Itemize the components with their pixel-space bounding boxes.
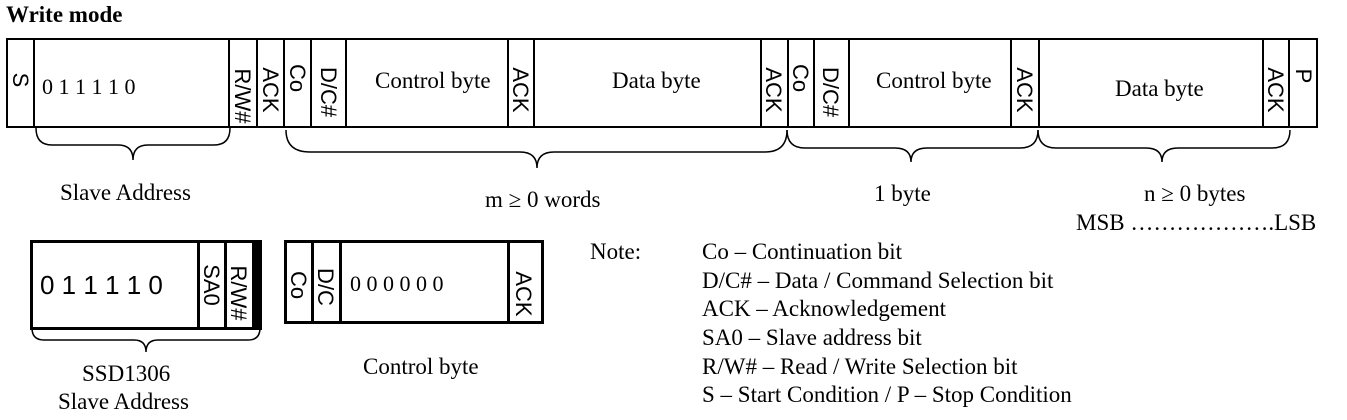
- slave-address-bits: 0 1 1 1 1 0: [40, 270, 163, 300]
- slave-address-caption: Slave Address: [60, 180, 191, 205]
- control-byte-caption: Control byte: [363, 354, 479, 379]
- note-item: R/W# – Read / Write Selection bit: [702, 354, 1018, 379]
- note-item: D/C# – Data / Command Selection bit: [702, 268, 1054, 293]
- sa0-label: SA0: [199, 264, 224, 306]
- ssd1306-caption-line2: Slave Address: [58, 389, 189, 414]
- write-frame: [6, 38, 1318, 128]
- control-bits: 0 0 0 0 0 0: [350, 271, 444, 296]
- note-item: Co – Continuation bit: [702, 239, 902, 264]
- one-byte-caption: 1 byte: [874, 181, 931, 206]
- address-bits: 0 1 1 1 1 0: [42, 74, 136, 99]
- n-bytes-caption: n ≥ 0 bytes: [1144, 181, 1246, 206]
- control-byte-label-1: Control byte: [375, 68, 491, 93]
- slave-rw-label: R/W#: [226, 265, 251, 321]
- note-item: ACK – Acknowledgement: [702, 296, 947, 321]
- control-co-label: Co: [286, 270, 311, 300]
- note-heading: Note:: [590, 239, 642, 264]
- slave-address-box: [30, 240, 262, 330]
- control-byte-box: [284, 240, 544, 324]
- data-byte-label-1: Data byte: [612, 68, 701, 93]
- control-ack-label: ACK: [511, 271, 536, 317]
- diagram-title: Write mode: [6, 2, 123, 27]
- m-words-caption: m ≥ 0 words: [485, 187, 601, 212]
- msb-lsb-caption: MSB ……………….LSB: [1076, 210, 1317, 235]
- ssd1306-caption-line1: SSD1306: [82, 361, 171, 386]
- control-byte-label-2: Control byte: [876, 68, 992, 93]
- note-item: SA0 – Slave address bit: [702, 325, 922, 350]
- note-item: S – Start Condition / P – Stop Condition: [702, 382, 1072, 407]
- control-dc-label: D/C: [313, 268, 338, 306]
- data-byte-label-2: Data byte: [1115, 76, 1204, 101]
